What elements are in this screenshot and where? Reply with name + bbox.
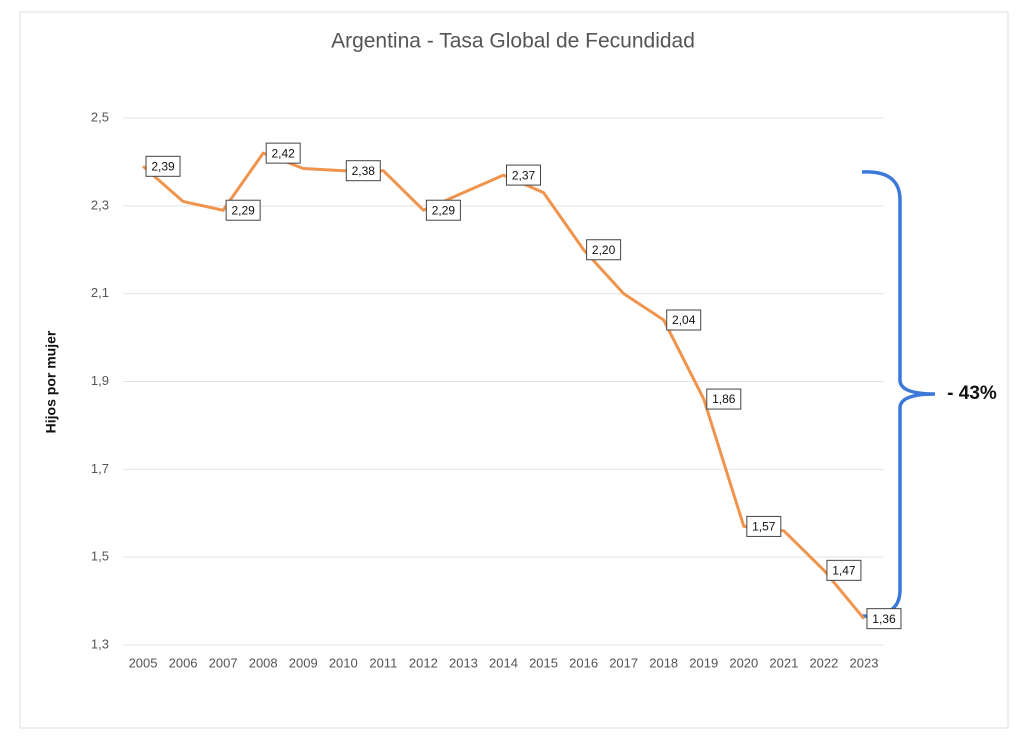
value-label: 1,47 bbox=[832, 564, 856, 578]
x-tick-label: 2018 bbox=[649, 655, 678, 670]
x-tick-label: 2017 bbox=[609, 655, 638, 670]
x-tick-label: 2007 bbox=[209, 655, 238, 670]
data-line bbox=[142, 151, 866, 620]
value-label: 2,39 bbox=[151, 159, 175, 173]
value-label-box bbox=[345, 160, 381, 182]
value-label-box bbox=[225, 199, 261, 221]
x-tick-label: 2011 bbox=[369, 655, 397, 670]
value-label-box bbox=[265, 142, 301, 164]
y-tick-label: 2,5 bbox=[91, 109, 109, 124]
x-tick-label: 2009 bbox=[289, 655, 318, 670]
value-label: 1,86 bbox=[712, 392, 736, 406]
x-tick-label: 2016 bbox=[569, 655, 598, 670]
value-label: 2,04 bbox=[672, 313, 696, 327]
value-label-box bbox=[706, 388, 742, 410]
value-label-box bbox=[145, 155, 181, 177]
value-label-box bbox=[425, 199, 461, 221]
value-label: 2,29 bbox=[231, 203, 255, 217]
value-label: 2,29 bbox=[432, 203, 456, 217]
x-tick-label: 2023 bbox=[850, 655, 879, 670]
annotation: - 43% bbox=[947, 383, 997, 404]
value-label-box bbox=[586, 239, 622, 261]
value-label: 2,38 bbox=[352, 164, 376, 178]
x-tick-label: 2013 bbox=[449, 655, 478, 670]
x-tick-label: 2012 bbox=[409, 655, 438, 670]
value-label: 1,57 bbox=[752, 520, 776, 534]
x-tick-label: 2005 bbox=[129, 655, 158, 670]
y-tick-label: 2,3 bbox=[91, 197, 109, 212]
value-label-box bbox=[826, 559, 862, 581]
value-label-box bbox=[506, 164, 541, 186]
x-tick-label: 2014 bbox=[489, 655, 518, 670]
brace bbox=[861, 170, 936, 618]
chart-title: Argentina - Tasa Global de Fecundidad bbox=[331, 30, 695, 53]
x-tick-label: 2015 bbox=[529, 655, 558, 670]
x-tick-label: 2021 bbox=[769, 655, 798, 670]
value-label: 2,42 bbox=[272, 146, 296, 160]
y-tick-label: 1,3 bbox=[91, 636, 109, 651]
x-tick-label: 2008 bbox=[249, 655, 278, 670]
x-tick-label: 2006 bbox=[169, 655, 198, 670]
x-tick-label: 2020 bbox=[729, 655, 758, 670]
x-tick-label: 2019 bbox=[689, 655, 718, 670]
x-tick-label: 2010 bbox=[329, 655, 358, 670]
y-tick-label: 1,7 bbox=[91, 461, 109, 476]
value-label-box bbox=[866, 608, 902, 630]
y-tick-label: 2,1 bbox=[91, 285, 109, 300]
y-tick-label: 1,5 bbox=[91, 549, 109, 564]
y-axis-label: Hijos por mujer bbox=[43, 330, 59, 433]
value-label-box bbox=[666, 309, 702, 331]
value-label: 1,36 bbox=[872, 612, 896, 626]
y-tick-label: 1,9 bbox=[91, 373, 109, 388]
value-label: 2,20 bbox=[592, 243, 616, 257]
x-tick-label: 2022 bbox=[809, 655, 838, 670]
value-label-box bbox=[746, 515, 782, 537]
chart-frame bbox=[19, 11, 1009, 729]
value-label: 2,37 bbox=[512, 168, 536, 182]
